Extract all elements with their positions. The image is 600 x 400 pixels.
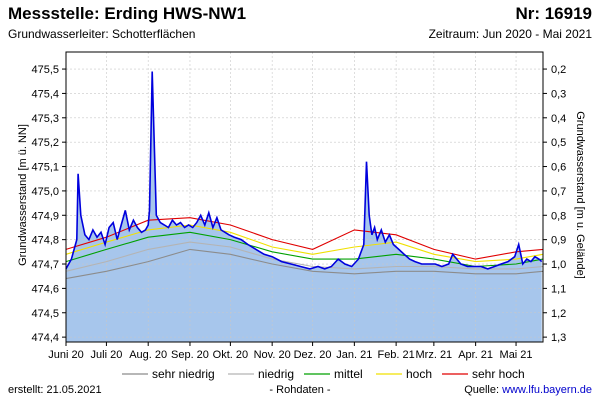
y-tick-label: 475,1 — [31, 162, 59, 174]
rawdata-label: - Rohdaten - — [269, 384, 331, 396]
series-line-niedrig — [65, 241, 544, 272]
y-right-tick-label: 0,7 — [551, 186, 566, 198]
water-level-area — [66, 71, 542, 342]
y-right-tick-label: 0,5 — [551, 137, 566, 149]
legend-label-sehr-hoch: sehr hoch — [472, 367, 525, 381]
x-tick-label: Dez. 20 — [294, 349, 332, 361]
y-tick-label: 474,5 — [31, 308, 59, 320]
x-tick-label: Mai 21 — [500, 349, 533, 361]
source-link[interactable]: www.lfu.bayern.de — [502, 384, 592, 396]
station-number: Nr: 16919 — [515, 4, 592, 23]
y-tick-label: 475,3 — [31, 113, 59, 125]
y-tick-label: 474,7 — [31, 259, 59, 271]
y-right-tick-label: 0,4 — [551, 113, 566, 125]
x-tick-label: Juni 20 — [48, 349, 83, 361]
x-tick-label: Apr. 21 — [458, 349, 493, 361]
y-axis-label-left: Grundwasserstand [m ü. NN] — [17, 124, 29, 266]
x-tick-label: Jan. 21 — [336, 349, 372, 361]
x-tick-label: Okt. 20 — [213, 349, 248, 361]
y-tick-label: 475,5 — [31, 64, 59, 76]
y-right-tick-label: 0,8 — [551, 210, 566, 222]
source-label: Quelle: — [464, 384, 503, 396]
y-tick-label: 474,8 — [31, 235, 59, 247]
created-date: erstellt: 21.05.2021 — [8, 384, 102, 396]
x-tick-label: Juli 20 — [91, 349, 123, 361]
x-tick-label: Sep. 20 — [171, 349, 209, 361]
y-right-tick-label: 1,1 — [551, 283, 566, 295]
y-tick-label: 474,9 — [31, 210, 59, 222]
series-line-hoch — [65, 224, 544, 263]
x-tick-label: Mrz. 21 — [416, 349, 453, 361]
x-tick-label: Nov. 20 — [254, 349, 291, 361]
y-axis-label-right: Grundwasserstand [m u. Gelände] — [574, 111, 586, 279]
y-tick-label: 475,4 — [31, 88, 59, 100]
series-line-sehr-niedrig — [65, 248, 544, 280]
legend-label-sehr-niedrig: sehr niedrig — [152, 367, 215, 381]
y-tick-label: 475,2 — [31, 137, 59, 149]
page-title: Messstelle: Erding HWS-NW1 — [8, 4, 247, 23]
groundwater-chart: Grundwasserstand [m ü. NN] Grundwasserst… — [17, 51, 586, 361]
legend-label-niedrig: niedrig — [258, 367, 294, 381]
y-right-tick-label: 1,2 — [551, 308, 566, 320]
y-right-tick-label: 0,9 — [551, 235, 566, 247]
chart-legend: sehr niedrig niedrig mittel hoch sehr hoch — [122, 367, 525, 381]
aquifer-label: Grundwasserleiter: Schotterflächen — [8, 27, 196, 41]
y-right-tick-label: 1,3 — [551, 332, 566, 344]
source-info: Quelle: www.lfu.bayern.de — [464, 384, 592, 396]
y-tick-label: 474,4 — [31, 332, 59, 344]
y-right-tick-label: 0,3 — [551, 88, 566, 100]
y-right-tick-label: 0,2 — [551, 64, 566, 76]
series-line-measured — [65, 71, 543, 270]
plot-frame — [65, 51, 544, 343]
y-right-tick-label: 0,6 — [551, 162, 566, 174]
x-tick-label: Feb. 21 — [377, 349, 414, 361]
x-tick-label: Aug. 20 — [129, 349, 167, 361]
y-tick-label: 475,0 — [31, 186, 59, 198]
legend-label-hoch: hoch — [406, 367, 432, 381]
period-label: Zeitraum: Jun 2020 - Mai 2021 — [428, 27, 592, 41]
legend-label-mittel: mittel — [334, 367, 363, 381]
y-right-tick-label: 1,0 — [551, 259, 566, 271]
y-tick-label: 474,6 — [31, 283, 59, 295]
